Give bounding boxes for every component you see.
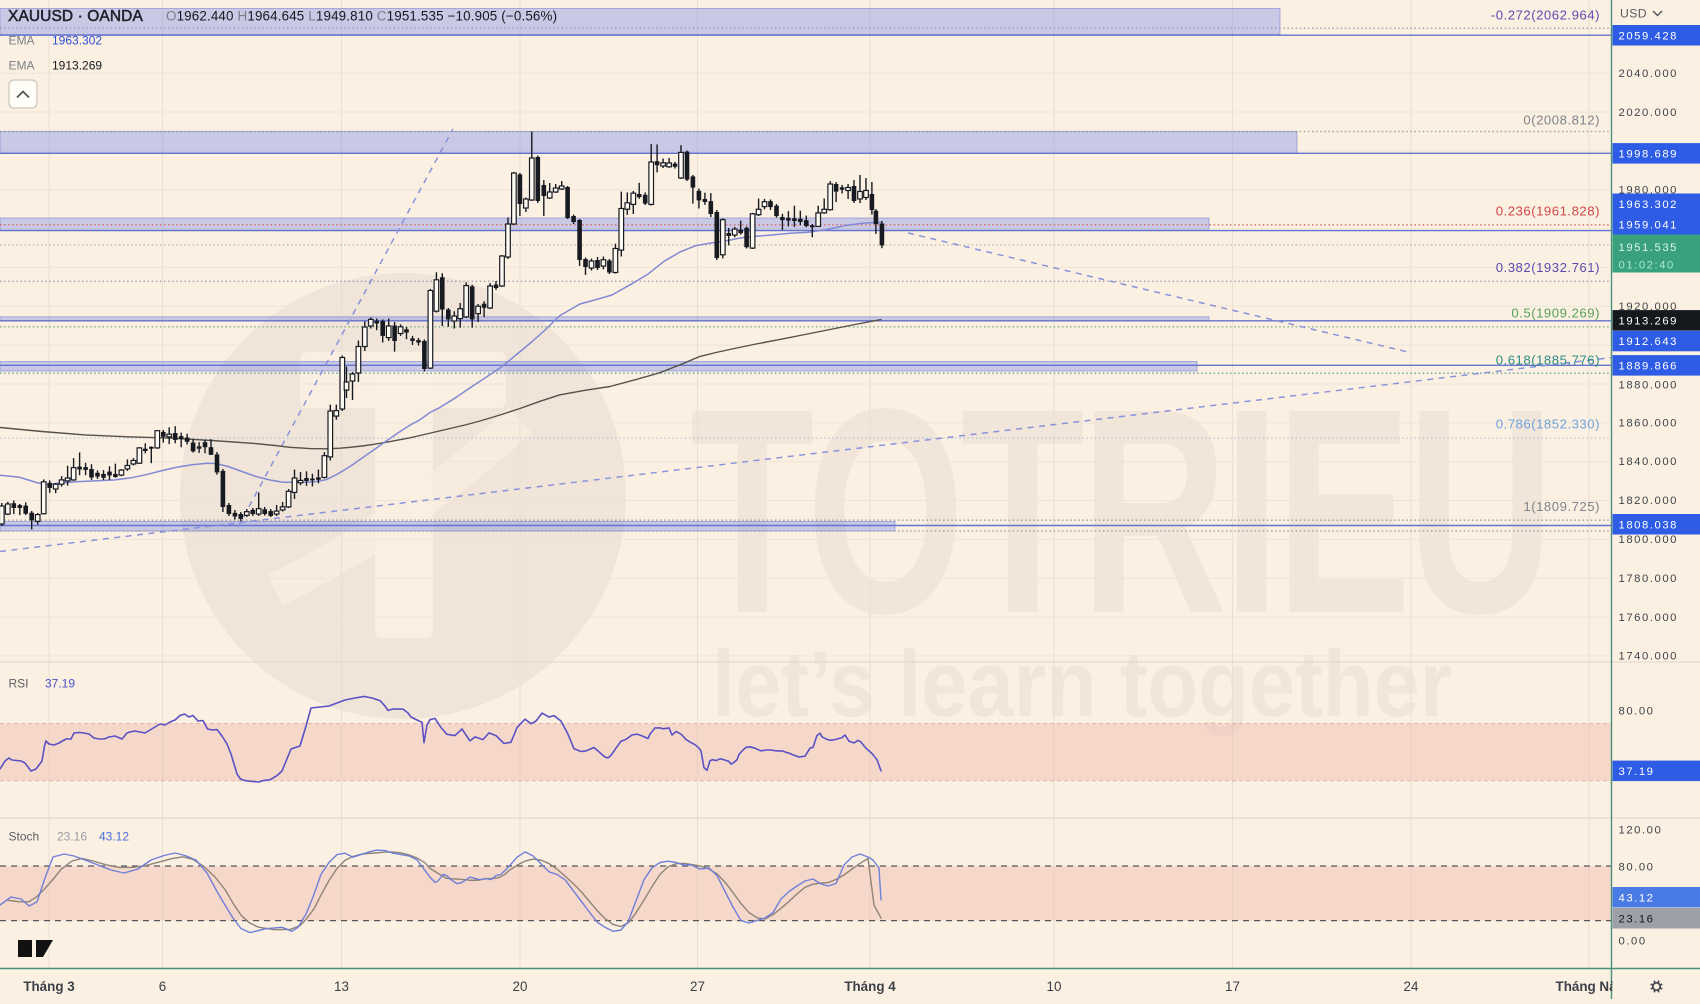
svg-text:1963.302: 1963.302 — [52, 34, 102, 48]
svg-text:-0.272(2062.964): -0.272(2062.964) — [1491, 8, 1600, 23]
svg-text:1913.269: 1913.269 — [52, 59, 102, 73]
svg-text:0.5(1909.269): 0.5(1909.269) — [1511, 306, 1600, 321]
svg-text:let’s learn together: let’s learn together — [712, 631, 1452, 736]
svg-text:17: 17 — [1225, 979, 1240, 994]
svg-text:37.19: 37.19 — [45, 677, 75, 691]
svg-text:USD: USD — [1620, 7, 1647, 21]
svg-text:10: 10 — [1047, 979, 1062, 994]
svg-text:Tháng 3: Tháng 3 — [23, 979, 74, 994]
svg-text:0.382(1932.761): 0.382(1932.761) — [1496, 260, 1600, 275]
svg-text:0.00: 0.00 — [1619, 936, 1647, 948]
svg-text:1860.000: 1860.000 — [1619, 418, 1679, 430]
svg-text:80.00: 80.00 — [1619, 706, 1655, 718]
svg-text:Stoch: Stoch — [9, 830, 40, 844]
svg-text:1913.269: 1913.269 — [1619, 316, 1679, 328]
svg-text:43.12: 43.12 — [1619, 893, 1655, 905]
svg-text:1780.000: 1780.000 — [1619, 573, 1679, 585]
svg-text:1912.643: 1912.643 — [1619, 336, 1679, 348]
svg-text:1760.000: 1760.000 — [1619, 612, 1679, 624]
svg-text:O1962.440 H1964.645 L1949.810: O1962.440 H1964.645 L1949.810 C1951.535 … — [166, 9, 557, 24]
svg-text:1998.689: 1998.689 — [1619, 149, 1679, 161]
svg-text:80.00: 80.00 — [1619, 861, 1655, 873]
svg-text:1959.041: 1959.041 — [1619, 220, 1679, 232]
svg-text:1880.000: 1880.000 — [1619, 380, 1679, 392]
svg-text:1840.000: 1840.000 — [1619, 456, 1679, 468]
svg-text:27: 27 — [690, 979, 705, 994]
svg-text:1808.038: 1808.038 — [1619, 520, 1679, 532]
svg-text:43.12: 43.12 — [99, 830, 129, 844]
svg-text:0.236(1961.828): 0.236(1961.828) — [1496, 204, 1600, 219]
svg-text:23.16: 23.16 — [1619, 914, 1655, 926]
svg-text:0.786(1852.330): 0.786(1852.330) — [1496, 417, 1600, 432]
svg-text:6: 6 — [159, 979, 166, 994]
svg-text:TOTRIEU: TOTRIEU — [690, 348, 1550, 674]
svg-text:0(2008.812): 0(2008.812) — [1523, 113, 1600, 128]
svg-text:1963.302: 1963.302 — [1619, 199, 1679, 211]
svg-text:2040.000: 2040.000 — [1619, 68, 1679, 80]
svg-text:0.618(1885.776): 0.618(1885.776) — [1496, 353, 1600, 368]
svg-text:2020.000: 2020.000 — [1619, 107, 1679, 119]
svg-text:1889.866: 1889.866 — [1619, 361, 1679, 373]
svg-text:1800.000: 1800.000 — [1619, 534, 1679, 546]
svg-text:RSI: RSI — [9, 677, 29, 691]
svg-text:23.16: 23.16 — [57, 830, 87, 844]
svg-text:2059.428: 2059.428 — [1619, 30, 1679, 42]
svg-text:37.19: 37.19 — [1619, 766, 1655, 778]
svg-text:20: 20 — [513, 979, 528, 994]
svg-text:13: 13 — [334, 979, 349, 994]
svg-text:EMA: EMA — [9, 34, 35, 48]
svg-text:24: 24 — [1404, 979, 1419, 994]
svg-text:120.00: 120.00 — [1619, 825, 1663, 837]
svg-text:1740.000: 1740.000 — [1619, 651, 1679, 663]
svg-text:XAUUSD · OANDA: XAUUSD · OANDA — [8, 8, 143, 25]
svg-text:1820.000: 1820.000 — [1619, 495, 1679, 507]
svg-text:EMA: EMA — [9, 59, 35, 73]
svg-text:1951.535: 1951.535 — [1619, 242, 1679, 254]
svg-text:1(1809.725): 1(1809.725) — [1523, 499, 1600, 514]
svg-text:01:02:40: 01:02:40 — [1619, 259, 1675, 271]
svg-text:Tháng 4: Tháng 4 — [844, 979, 896, 994]
